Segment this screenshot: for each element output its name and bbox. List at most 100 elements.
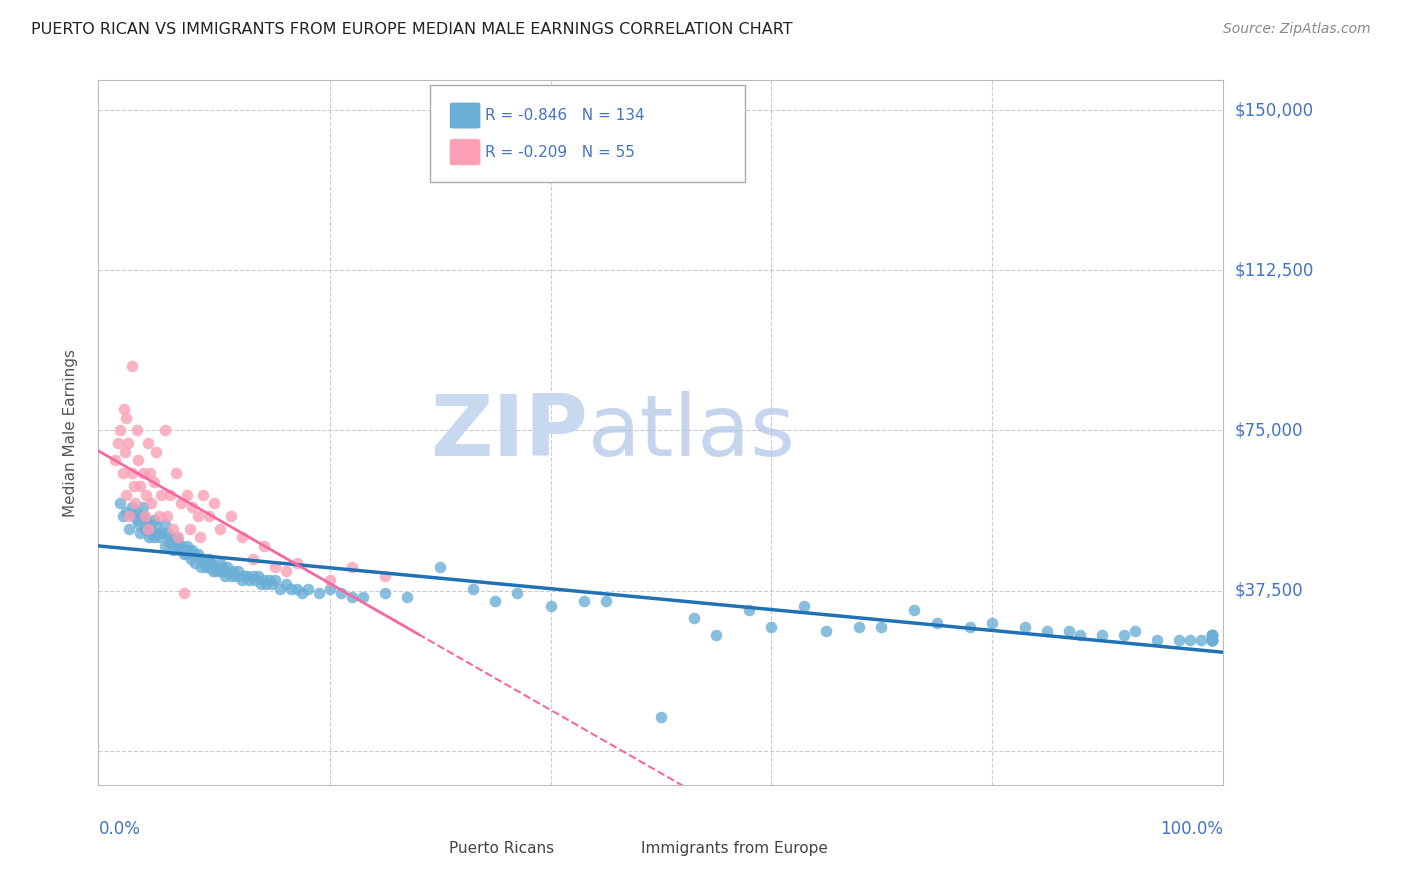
Point <box>150 526 173 541</box>
Point <box>202 565 225 579</box>
Point <box>1069 628 1091 642</box>
Point <box>181 500 204 515</box>
Point <box>208 522 231 536</box>
FancyBboxPatch shape <box>416 830 444 852</box>
Point <box>297 582 319 596</box>
FancyBboxPatch shape <box>430 86 745 183</box>
Point <box>141 496 163 510</box>
Point <box>134 508 156 523</box>
Point <box>1112 628 1135 642</box>
Point <box>145 517 167 532</box>
Point <box>242 568 264 582</box>
Point <box>738 603 761 617</box>
Text: ZIP: ZIP <box>430 391 588 475</box>
Point <box>217 560 239 574</box>
Point <box>308 586 330 600</box>
Point <box>129 479 152 493</box>
Point <box>274 565 297 579</box>
Point <box>214 568 236 582</box>
Point <box>595 594 617 608</box>
Point <box>1091 628 1114 642</box>
Point <box>146 526 169 541</box>
Point <box>291 586 314 600</box>
Point <box>197 508 219 523</box>
Point <box>121 359 143 374</box>
Point <box>128 517 150 532</box>
Text: Immigrants from Europe: Immigrants from Europe <box>641 840 828 855</box>
Point <box>253 539 276 553</box>
Point <box>139 466 162 480</box>
Point <box>870 620 893 634</box>
Text: R = -0.846   N = 134: R = -0.846 N = 134 <box>485 108 645 123</box>
Point <box>118 508 141 523</box>
Point <box>184 556 207 570</box>
Point <box>153 424 176 438</box>
Point <box>187 508 209 523</box>
FancyBboxPatch shape <box>450 139 481 166</box>
Point <box>122 508 145 523</box>
Point <box>165 530 187 544</box>
FancyBboxPatch shape <box>450 102 481 129</box>
Point <box>180 551 202 566</box>
Point <box>374 568 396 582</box>
Point <box>374 586 396 600</box>
Point <box>136 517 159 532</box>
Point <box>197 560 219 574</box>
Point <box>194 556 217 570</box>
Point <box>572 594 595 608</box>
Text: Source: ZipAtlas.com: Source: ZipAtlas.com <box>1223 22 1371 37</box>
Point <box>263 573 285 587</box>
Point <box>259 573 281 587</box>
Point <box>176 539 198 553</box>
Point <box>112 402 135 417</box>
Point <box>683 611 706 625</box>
Point <box>285 556 308 570</box>
Point <box>231 530 253 544</box>
Point <box>330 586 353 600</box>
Point <box>115 505 138 519</box>
Point <box>247 568 270 582</box>
Point <box>254 577 277 591</box>
Point <box>193 551 215 566</box>
Point <box>170 496 193 510</box>
Point <box>125 424 148 438</box>
Point <box>202 560 225 574</box>
Point <box>243 573 266 587</box>
Point <box>142 530 165 544</box>
Point <box>231 573 253 587</box>
FancyBboxPatch shape <box>607 830 636 852</box>
Point <box>125 513 148 527</box>
Point <box>115 487 138 501</box>
Text: Puerto Ricans: Puerto Ricans <box>450 840 554 855</box>
Text: $75,000: $75,000 <box>1234 422 1303 440</box>
Point <box>173 586 195 600</box>
Point <box>124 496 146 510</box>
Point <box>263 560 285 574</box>
Point <box>176 547 198 561</box>
Point <box>172 543 194 558</box>
Point <box>159 487 181 501</box>
Point <box>269 582 291 596</box>
Point <box>285 582 308 596</box>
Text: atlas: atlas <box>588 391 796 475</box>
Point <box>114 445 136 459</box>
Point <box>188 530 211 544</box>
Point <box>925 615 948 630</box>
Point <box>177 543 200 558</box>
Point <box>166 534 188 549</box>
Point <box>131 466 153 480</box>
Point <box>165 466 187 480</box>
Point <box>125 505 148 519</box>
Point <box>157 534 180 549</box>
Point <box>1201 632 1223 647</box>
Point <box>219 508 242 523</box>
Point <box>1057 624 1080 639</box>
Point <box>197 551 219 566</box>
Point <box>107 436 129 450</box>
Point <box>1201 632 1223 647</box>
Point <box>1189 632 1212 647</box>
Point <box>134 522 156 536</box>
Point <box>1168 632 1191 647</box>
Point <box>179 522 201 536</box>
Point <box>111 466 134 480</box>
